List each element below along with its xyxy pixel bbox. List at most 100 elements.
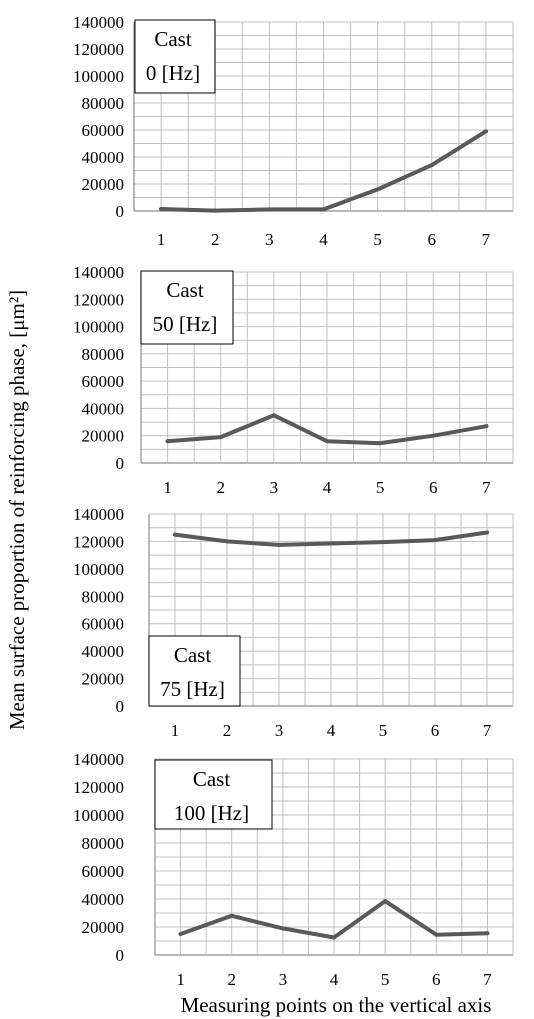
data-point <box>325 439 329 444</box>
data-point <box>267 207 272 212</box>
data-point <box>173 532 177 537</box>
x-tick-label: 2 <box>223 721 232 740</box>
data-point <box>277 542 281 547</box>
data-point <box>229 913 234 918</box>
x-tick-label: 3 <box>265 230 274 249</box>
data-point <box>485 530 489 535</box>
y-tick-label: 60000 <box>82 862 125 881</box>
y-tick-label: 140000 <box>73 505 124 524</box>
y-tick-label: 80000 <box>82 94 125 113</box>
data-point <box>381 540 385 545</box>
y-tick-label: 0 <box>116 946 125 965</box>
panel-label-box <box>148 635 241 707</box>
x-axis-title: Measuring points on the vertical axis <box>181 993 492 1017</box>
data-point <box>383 899 388 904</box>
data-point <box>378 441 383 446</box>
data-point <box>165 439 170 444</box>
y-tick-label: 0 <box>116 202 125 221</box>
x-tick-label: 3 <box>270 478 279 497</box>
y-tick-label: 20000 <box>82 670 125 689</box>
data-point <box>429 163 434 168</box>
data-point <box>178 932 183 936</box>
panel-label-box <box>134 19 216 94</box>
data-point <box>431 433 436 438</box>
data-point <box>213 208 218 213</box>
y-tick-label: 80000 <box>82 587 125 606</box>
x-tick-label: 3 <box>279 970 288 989</box>
x-tick-label: 1 <box>176 970 185 989</box>
panel-label-line: Cast <box>193 767 231 791</box>
x-tick-label: 1 <box>171 721 180 740</box>
x-tick-label: 5 <box>379 721 388 740</box>
x-tick-label: 4 <box>319 230 328 249</box>
y-tick-label: 100000 <box>73 318 124 337</box>
chart-panel-3: 140000 120000 100000 80000 60000 40000 20000 0 1… <box>73 505 514 740</box>
x-tick-label: 2 <box>211 230 220 249</box>
y-tick-label: 40000 <box>82 890 125 909</box>
y-tick-label: 120000 <box>73 290 124 309</box>
data-point <box>483 129 488 134</box>
data-point <box>225 539 229 544</box>
y-tick-label: 140000 <box>73 263 124 282</box>
panel-label-box <box>154 759 273 830</box>
x-tick-label: 6 <box>432 970 441 989</box>
y-tick-label: 40000 <box>82 148 125 167</box>
y-tick-label: 20000 <box>82 175 125 194</box>
x-tick-label: 7 <box>482 478 491 497</box>
y-tick-label: 0 <box>116 454 125 473</box>
x-tick-label: 1 <box>163 478 172 497</box>
x-tick-label: 4 <box>330 970 339 989</box>
data-point <box>332 935 336 940</box>
y-axis-title: Mean surface proportion of reinforcing p… <box>5 290 29 730</box>
data-point <box>271 413 276 418</box>
x-tick-label: 6 <box>431 721 440 740</box>
x-tick-label: 7 <box>483 721 492 740</box>
y-tick-label: 40000 <box>82 642 125 661</box>
y-tick-label: 60000 <box>82 615 125 634</box>
x-tick-label: 4 <box>323 478 332 497</box>
data-point <box>321 207 326 212</box>
y-tick-label: 100000 <box>73 806 124 825</box>
y-tick-label: 120000 <box>73 532 124 551</box>
panel-label-line: Cast <box>174 643 212 667</box>
y-tick-label: 120000 <box>73 778 124 797</box>
y-tick-label: 120000 <box>73 40 124 59</box>
y-tick-label: 80000 <box>82 834 125 853</box>
chart-panel-2: 140000 120000 100000 80000 60000 40000 20000 0 1… <box>73 263 514 497</box>
panel-label-line: 100 [Hz] <box>174 801 249 825</box>
x-tick-label: 2 <box>227 970 236 989</box>
x-tick-label: 7 <box>483 970 492 989</box>
data-point <box>280 926 285 931</box>
data-point <box>329 541 333 546</box>
y-tick-label: 20000 <box>82 427 125 446</box>
chart-panels: 1400001200001000008000060000400002000001… <box>73 13 514 989</box>
data-point <box>485 931 490 936</box>
x-tick-label: 6 <box>429 478 438 497</box>
x-tick-label: 5 <box>376 478 385 497</box>
x-tick-label: 7 <box>482 230 491 249</box>
x-tick-label: 1 <box>157 230 166 249</box>
x-tick-label: 5 <box>373 230 382 249</box>
x-tick-label: 6 <box>428 230 437 249</box>
chart-panel-1: 140000 120000 100000 80000 60000 40000 20000 0 1… <box>73 13 514 249</box>
y-tick-label: 20000 <box>82 918 125 937</box>
panel-label-line: 0 [Hz] <box>146 61 200 85</box>
data-point <box>218 435 223 440</box>
y-tick-label: 100000 <box>73 560 124 579</box>
y-tick-label: 60000 <box>82 372 125 391</box>
data-point <box>484 424 489 429</box>
data-point <box>433 538 437 543</box>
chart-panel-4: 140000 120000 100000 80000 60000 40000 20000 0 1… <box>73 750 514 989</box>
data-point <box>375 187 380 192</box>
panel-label-line: Cast <box>166 278 204 302</box>
y-tick-label: 140000 <box>73 13 124 32</box>
data-point <box>159 206 164 211</box>
y-tick-label: 80000 <box>82 345 125 364</box>
x-tick-label: 5 <box>381 970 390 989</box>
x-tick-label: 2 <box>216 478 225 497</box>
y-tick-label: 140000 <box>73 750 124 769</box>
panel-label-line: 75 [Hz] <box>160 677 225 701</box>
panel-label-box <box>140 270 234 345</box>
panel-label-line: Cast <box>154 27 192 51</box>
